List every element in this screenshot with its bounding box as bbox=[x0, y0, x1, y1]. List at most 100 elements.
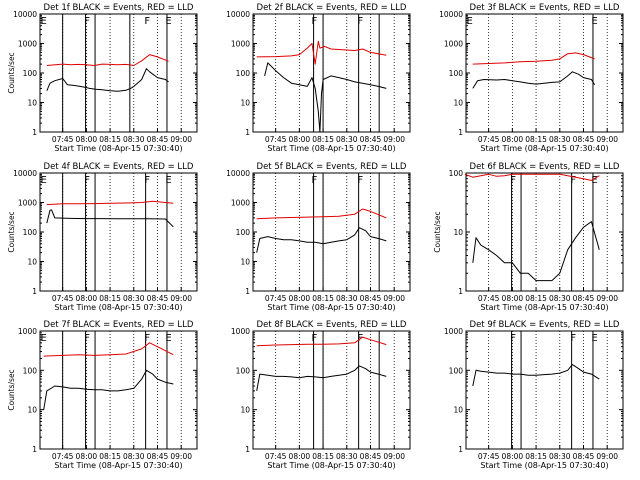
y-tick-label: 10 bbox=[453, 228, 463, 237]
x-tick-label: 08:30 bbox=[123, 294, 145, 303]
marker-label-E: E bbox=[165, 16, 171, 27]
x-tick-label: 07:45 bbox=[478, 452, 500, 461]
chart-panel-3: Det 3f BLACK = Events, RED = LLD E E 1 10 100… bbox=[439, 3, 624, 153]
y-tick-label: 100 bbox=[449, 366, 464, 375]
marker-label-F: F bbox=[144, 333, 150, 344]
plot-frame bbox=[252, 330, 411, 450]
marker-label-F: F bbox=[357, 16, 363, 27]
y-tick-label: 1 bbox=[32, 445, 37, 454]
y-tick-label: 100 bbox=[236, 366, 251, 375]
y-axis-label: Counts/sec bbox=[7, 211, 16, 252]
marker-label-E: E bbox=[165, 333, 171, 344]
x-tick-label: 08:00 bbox=[289, 135, 311, 144]
x-tick-label: 08:45 bbox=[360, 135, 382, 144]
x-tick-label: 08:15 bbox=[312, 294, 334, 303]
x-tick-label: 08:30 bbox=[123, 135, 145, 144]
panel-title: Det 9f BLACK = Events, RED = LLD bbox=[470, 320, 620, 330]
x-tick-label: 08:00 bbox=[76, 135, 98, 144]
x-tick-label: 08:00 bbox=[76, 452, 98, 461]
series-lld-line bbox=[46, 54, 169, 66]
x-tick-label: 09:00 bbox=[383, 294, 405, 303]
x-tick-label: 07:45 bbox=[52, 452, 74, 461]
x-axis-label: Start Time (08-Apr-15 07:30:40) bbox=[267, 144, 395, 153]
x-tick-label: 08:00 bbox=[502, 135, 524, 144]
series-events-line bbox=[256, 227, 387, 253]
x-tick-label: 08:15 bbox=[99, 294, 121, 303]
y-tick-label: 10 bbox=[240, 99, 250, 108]
x-tick-label: 08:45 bbox=[147, 452, 169, 461]
x-tick-label: 08:45 bbox=[360, 452, 382, 461]
y-tick-label: 100 bbox=[449, 169, 464, 178]
plot-frame bbox=[39, 13, 198, 133]
x-tick-label: 07:45 bbox=[265, 294, 287, 303]
y-tick-label: 1 bbox=[458, 128, 463, 137]
x-tick-label: 08:45 bbox=[147, 135, 169, 144]
y-tick-label: 1000 bbox=[231, 40, 250, 49]
marker-label-F: F bbox=[570, 333, 576, 344]
panel-title: Det 6f BLACK = Events, RED = LLD bbox=[470, 162, 620, 172]
series-events-line bbox=[256, 365, 387, 391]
panel-title: Det 2f BLACK = Events, RED = LLD bbox=[257, 3, 407, 13]
x-tick-label: 08:00 bbox=[502, 452, 524, 461]
y-tick-label: 10 bbox=[27, 258, 37, 267]
series-lld-line bbox=[256, 40, 387, 65]
x-tick-label: 09:00 bbox=[170, 452, 192, 461]
x-axis-label: Start Time (08-Apr-15 07:30:40) bbox=[267, 461, 395, 470]
plot-frame bbox=[252, 13, 411, 133]
panel-title: Det 5f BLACK = Events, RED = LLD bbox=[257, 162, 407, 172]
y-tick-label: 1000 bbox=[18, 327, 37, 336]
y-tick-label: 100 bbox=[449, 69, 464, 78]
y-tick-label: 1000 bbox=[18, 199, 37, 208]
panel-title: Det 3f BLACK = Events, RED = LLD bbox=[470, 3, 620, 13]
y-tick-label: 1000 bbox=[18, 40, 37, 49]
panel-title: Det 4f BLACK = Events, RED = LLD bbox=[44, 162, 194, 172]
marker-label-F: F bbox=[144, 175, 150, 186]
y-tick-label: 100 bbox=[236, 69, 251, 78]
marker-label-E: E bbox=[591, 16, 597, 27]
x-axis-label: Start Time (08-Apr-15 07:30:40) bbox=[54, 461, 182, 470]
x-tick-label: 09:00 bbox=[383, 135, 405, 144]
x-tick-label: 08:15 bbox=[525, 452, 547, 461]
plot-frame bbox=[252, 172, 411, 292]
plot-frame bbox=[39, 330, 198, 450]
x-tick-label: 09:00 bbox=[596, 135, 618, 144]
x-tick-label: 07:45 bbox=[52, 294, 74, 303]
y-tick-label: 100 bbox=[236, 228, 251, 237]
y-tick-label: 10 bbox=[453, 99, 463, 108]
series-events-line bbox=[472, 221, 600, 282]
chart-panel-6: Det 6f BLACK = Events, RED = LLD E F F 1 10 10… bbox=[433, 162, 624, 312]
x-tick-label: 08:00 bbox=[289, 294, 311, 303]
y-tick-label: 1000 bbox=[444, 327, 463, 336]
x-tick-label: 08:15 bbox=[99, 452, 121, 461]
y-tick-label: 100 bbox=[23, 366, 38, 375]
series-events-line bbox=[472, 364, 600, 387]
marker-label-F: F bbox=[357, 175, 363, 186]
marker-label-F: F bbox=[144, 16, 150, 27]
x-tick-label: 07:45 bbox=[265, 135, 287, 144]
marker-label-F: F bbox=[570, 175, 576, 186]
x-tick-label: 08:15 bbox=[312, 452, 334, 461]
y-tick-label: 100 bbox=[23, 228, 38, 237]
x-tick-label: 09:00 bbox=[596, 294, 618, 303]
panel-title: Det 1f BLACK = Events, RED = LLD bbox=[44, 3, 194, 13]
y-tick-label: 1 bbox=[245, 128, 250, 137]
marker-label-E: E bbox=[41, 16, 47, 27]
series-events-line bbox=[264, 62, 387, 133]
series-events-line bbox=[43, 369, 174, 410]
x-tick-label: 09:00 bbox=[596, 452, 618, 461]
chart-panel-9: Det 9f BLACK = Events, RED = LLD E F F 1 10 10… bbox=[444, 320, 624, 470]
x-tick-label: 08:00 bbox=[289, 452, 311, 461]
series-lld-line bbox=[43, 342, 174, 357]
y-tick-label: 10 bbox=[240, 258, 250, 267]
plot-frame bbox=[465, 172, 624, 292]
x-tick-label: 08:45 bbox=[573, 135, 595, 144]
x-tick-label: 07:45 bbox=[52, 135, 74, 144]
marker-label-E: E bbox=[591, 333, 597, 344]
series-events-line bbox=[46, 209, 174, 228]
x-tick-label: 08:00 bbox=[502, 294, 524, 303]
y-tick-label: 1000 bbox=[444, 40, 463, 49]
y-tick-label: 1 bbox=[245, 287, 250, 296]
x-axis-label: Start Time (08-Apr-15 07:30:40) bbox=[54, 303, 182, 312]
chart-panel-4: Det 4f BLACK = Events, RED = LLD E E F F 1 10 1… bbox=[7, 162, 198, 312]
marker-label-F: F bbox=[84, 16, 90, 27]
